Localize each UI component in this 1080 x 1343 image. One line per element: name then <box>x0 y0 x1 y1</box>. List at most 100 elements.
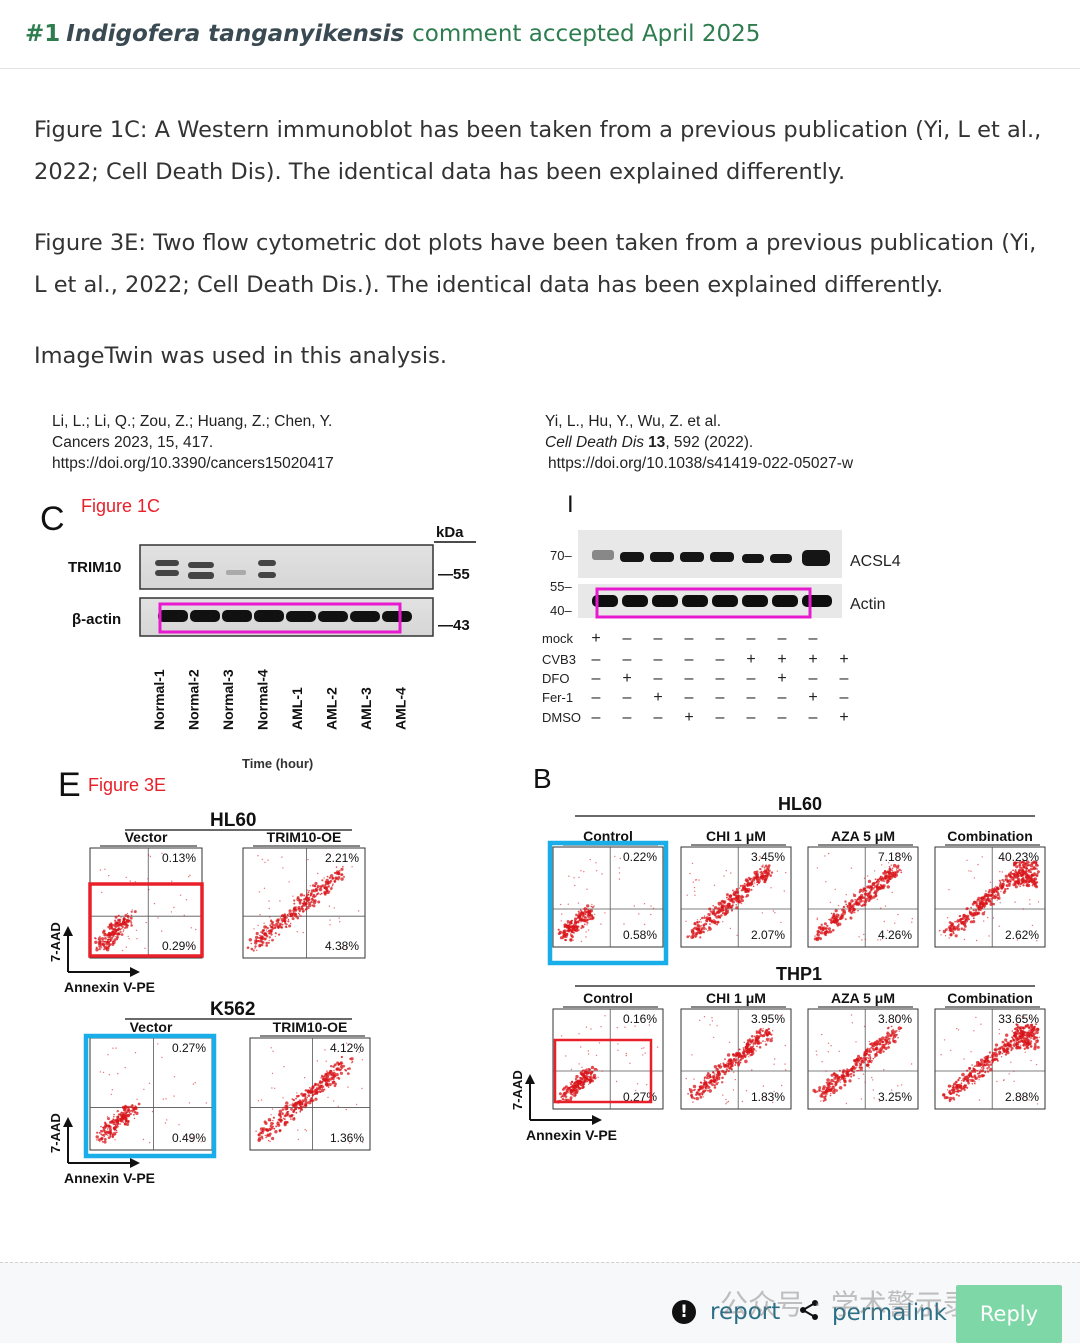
mw-70: 70– <box>550 548 572 563</box>
lower-right-percent: 3.25% <box>878 1090 912 1104</box>
lane-label: AML-2 <box>324 687 340 730</box>
treatment-sign: – <box>747 670 756 687</box>
treatment-sign: + <box>653 689 662 706</box>
comment-header: #1 Indigofera tanganyikensis comment acc… <box>0 0 1080 69</box>
panel-i-letter: I <box>567 491 574 518</box>
axis-arrows: Annexin V-PE 7-AAD <box>48 922 155 995</box>
comparison-figure: Li, L.; Li, Q.; Zou, Z.; Huang, Z.; Chen… <box>40 413 1046 1186</box>
flow-plot-label: Control <box>583 990 633 1006</box>
acsl4-bands <box>592 550 830 566</box>
comment-paragraph-3: ImageTwin was used in this analysis. <box>34 343 447 369</box>
treatment-sign: – <box>747 689 756 706</box>
flow-plot: CHI 1 μM 3.45% 2.07% <box>680 828 792 948</box>
treatment-sign: + <box>684 709 693 726</box>
treatment-sign: – <box>654 709 663 726</box>
left-ref-journal: Cancers 2023, 15, 417. <box>52 434 213 451</box>
lane-label: AML-3 <box>358 687 374 730</box>
lower-right-percent: 2.07% <box>751 928 785 942</box>
treatment-sign: – <box>840 670 849 687</box>
axis-arrows: Annexin V-PE 7-AAD <box>48 1113 155 1186</box>
flow-plot: TRIM10-OE 4.12% 1.36% <box>249 1019 371 1151</box>
permalink-button[interactable]: permalink <box>798 1299 947 1327</box>
panel-i-band-acsl4: ACSL4 <box>850 553 901 570</box>
comment-status: comment accepted April 2025 <box>412 21 761 47</box>
treatment-sign: – <box>685 630 694 647</box>
b-hl60-plots: Control 0.22% 0.58% CHI 1 μM 3.45% 2.07% AZA 5… <box>547 828 1046 966</box>
lower-right-percent: 2.62% <box>1005 928 1039 942</box>
flow-plot-label: Vector <box>130 1019 173 1035</box>
lower-right-percent: 1.83% <box>751 1090 785 1104</box>
flow-plot: Control 0.16% 0.27% <box>552 990 664 1110</box>
treatment-sign: + <box>746 651 755 668</box>
report-button[interactable]: ! report <box>672 1299 780 1325</box>
lower-right-percent: 2.88% <box>1005 1090 1039 1104</box>
alert-icon: ! <box>672 1300 696 1324</box>
treatment-sign: – <box>592 709 601 726</box>
upper-right-percent: 2.21% <box>325 851 359 865</box>
flow-plot: Combination 40.23% 2.62% <box>934 828 1046 948</box>
right-ref-journal: Cell Death Dis <box>545 434 644 451</box>
right-ref-doi[interactable]: https://doi.org/10.1038/s41419-022-05027… <box>548 455 854 472</box>
comment-number[interactable]: #1 <box>25 21 61 47</box>
treatment-sign: – <box>716 709 725 726</box>
axis-arrows: Annexin V-PE 7-AAD <box>510 1070 617 1143</box>
treatment-sign: – <box>592 689 601 706</box>
species-name[interactable]: Indigofera tanganyikensis <box>66 21 405 47</box>
panel-c-cut-label: Time (hour) <box>242 756 313 771</box>
share-icon <box>798 1299 820 1327</box>
treatment-sign: – <box>747 709 756 726</box>
right-ref-authors: Yi, L., Hu, Y., Wu, Z. et al. <box>545 413 721 430</box>
treatment-label: Fer-1 <box>542 690 573 705</box>
panel-i-band-actin: Actin <box>850 596 886 613</box>
lower-right-percent: 0.58% <box>623 928 657 942</box>
lower-right-percent: 4.26% <box>878 928 912 942</box>
treatment-label: DMSO <box>542 710 581 725</box>
upper-right-percent: 0.13% <box>162 851 196 865</box>
treatment-sign: + <box>839 709 848 726</box>
upper-right-percent: 3.45% <box>751 850 785 864</box>
y-axis-label: 7-AAD <box>510 1070 525 1110</box>
comment-footer: ! report permalink 公众号 · 学术警示录 Reply <box>0 1262 1080 1343</box>
e-k562-plots: Vector 0.27% 0.49% TRIM10-OE 4.12% 1.36% Annex… <box>48 1019 371 1186</box>
comment-paragraph-1: Figure 1C: A Western immunoblot has been… <box>34 117 1042 185</box>
flow-plot-label: Combination <box>947 990 1033 1006</box>
lane-label: AML-4 <box>393 687 409 730</box>
flow-plot-label: CHI 1 μM <box>706 828 766 844</box>
panel-c-band-actin: β-actin <box>72 611 121 628</box>
treatment-sign: – <box>654 630 663 647</box>
treatment-sign: – <box>747 630 756 647</box>
upper-right-percent: 0.22% <box>623 850 657 864</box>
b-thp1-plots: Control 0.16% 0.27% CHI 1 μM 3.95% 1.83% AZA 5… <box>510 990 1046 1143</box>
report-label: report <box>710 1299 781 1325</box>
comment-body: Figure 1C: A Western immunoblot has been… <box>0 69 1080 377</box>
upper-right-percent: 3.95% <box>751 1012 785 1026</box>
flow-plot-label: Control <box>583 828 633 844</box>
right-ref-rest: , 592 (2022). <box>665 434 753 451</box>
flow-plot: AZA 5 μM 7.18% 4.26% <box>807 828 919 948</box>
left-ref-doi[interactable]: https://doi.org/10.3390/cancers15020417 <box>52 455 334 472</box>
upper-right-percent: 40.23% <box>998 850 1039 864</box>
treatment-sign: – <box>685 651 694 668</box>
trim10-bands <box>155 560 276 579</box>
treatment-sign: – <box>809 670 818 687</box>
treatment-sign: + <box>622 670 631 687</box>
flow-plot-label: TRIM10-OE <box>273 1019 348 1035</box>
lower-right-percent: 0.27% <box>623 1090 657 1104</box>
lower-right-percent: 0.49% <box>172 1131 206 1145</box>
treatment-sign: + <box>591 630 600 647</box>
panel-e-k562: K562 <box>210 999 255 1020</box>
treatment-sign: + <box>777 670 786 687</box>
treatment-sign: – <box>716 670 725 687</box>
flow-plot-label: AZA 5 μM <box>831 828 895 844</box>
flow-plot: TRIM10-OE 2.21% 4.38% <box>242 829 366 959</box>
panel-c-letter: C <box>40 500 65 538</box>
treatment-sign: – <box>592 651 601 668</box>
panel-b-hl60: HL60 <box>778 794 822 814</box>
right-ref-citation: Cell Death Dis 13, 592 (2022). <box>545 434 753 451</box>
flow-plot: CHI 1 μM 3.95% 1.83% <box>680 990 792 1110</box>
x-axis-label: Annexin V-PE <box>526 1127 617 1143</box>
treatment-sign: – <box>716 630 725 647</box>
reply-button[interactable]: Reply <box>956 1285 1062 1343</box>
e-hl60-plots: Vector 0.13% 0.29% TRIM10-OE 2.21% 4.38% Annex… <box>48 829 366 995</box>
y-axis-label: 7-AAD <box>48 1113 63 1153</box>
